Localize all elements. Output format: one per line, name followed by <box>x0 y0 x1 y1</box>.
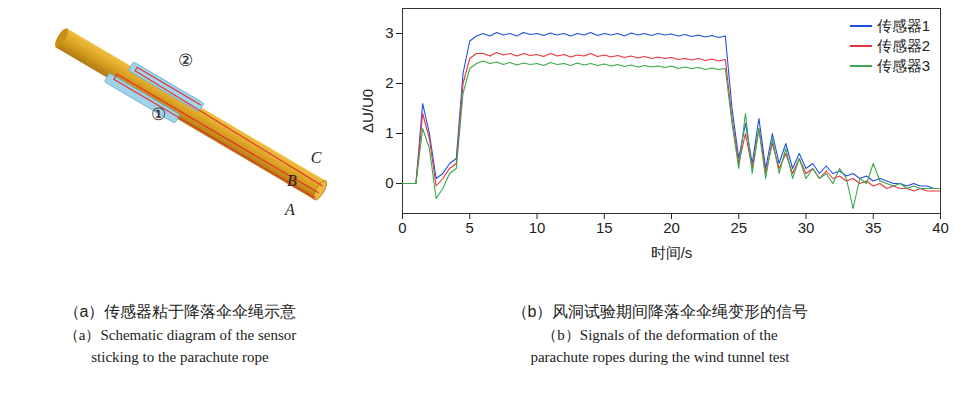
html-text:（b）Signals of the deformation: （b）Signals of the deformation of the <box>542 327 778 343</box>
svg-text:B: B <box>287 172 297 189</box>
html-text:（a）Schematic diagram of the se: （a）Schematic diagram of the sensor <box>63 327 297 343</box>
svg-text:0: 0 <box>385 174 393 191</box>
svg-text:3: 3 <box>385 24 393 41</box>
svg-text:时间/s: 时间/s <box>651 244 693 261</box>
svg-text:ΔU/U0: ΔU/U0 <box>359 89 376 133</box>
svg-text:20: 20 <box>663 219 680 236</box>
html-text:sticking to the parachute rope: sticking to the parachute rope <box>91 349 269 365</box>
svg-text:0: 0 <box>398 219 406 236</box>
html-text:传感器2: 传感器2 <box>876 36 930 54</box>
svg-text:①: ① <box>151 105 166 124</box>
html-text:（b）风洞试验期间降落伞伞绳变形的信号: （b）风洞试验期间降落伞伞绳变形的信号 <box>511 303 809 320</box>
svg-text:1: 1 <box>385 124 393 141</box>
svg-text:C: C <box>311 149 322 166</box>
html-text:parachute ropes during the win: parachute ropes during the wind tunnel t… <box>530 349 790 365</box>
html-text:传感器3: 传感器3 <box>876 56 930 74</box>
svg-text:25: 25 <box>730 219 747 236</box>
svg-text:30: 30 <box>798 219 815 236</box>
svg-text:40: 40 <box>932 219 949 236</box>
svg-text:②: ② <box>178 51 193 70</box>
svg-text:5: 5 <box>466 219 474 236</box>
svg-text:2: 2 <box>385 74 393 91</box>
svg-text:10: 10 <box>529 219 546 236</box>
html-text:传感器1: 传感器1 <box>876 16 930 34</box>
svg-text:A: A <box>284 201 295 218</box>
svg-text:15: 15 <box>596 219 613 236</box>
html-text:（a）传感器粘于降落伞伞绳示意: （a）传感器粘于降落伞伞绳示意 <box>63 303 297 320</box>
svg-text:35: 35 <box>865 219 882 236</box>
